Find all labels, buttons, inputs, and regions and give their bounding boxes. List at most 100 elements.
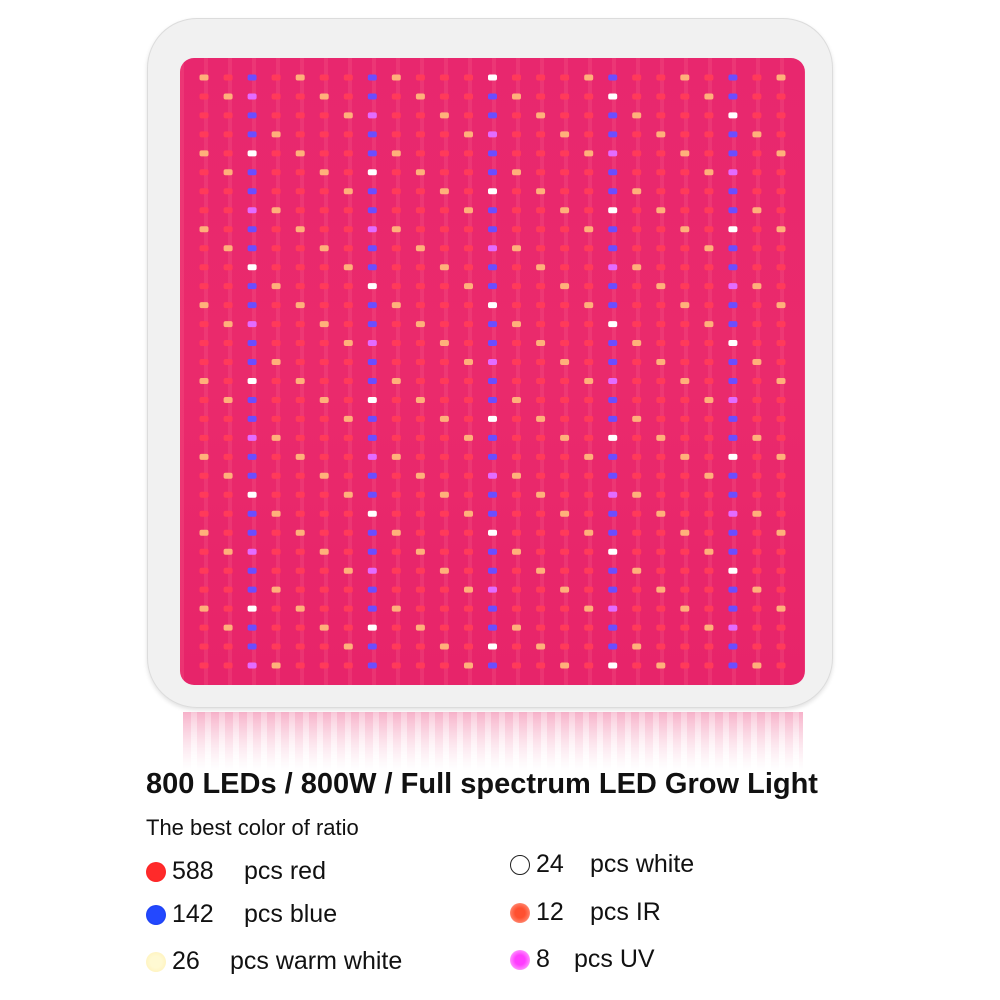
- led-chip: [752, 624, 762, 631]
- led-chip: [319, 112, 329, 119]
- led-chip: [752, 207, 762, 214]
- led-chip: [223, 491, 233, 498]
- led-chip: [415, 74, 425, 81]
- led-chip: [295, 586, 305, 593]
- led-chip: [488, 529, 497, 536]
- led-chip: [560, 131, 570, 138]
- led-chip: [439, 131, 449, 138]
- led-chip: [728, 226, 738, 233]
- led-chip: [752, 586, 762, 593]
- led-chip: [199, 207, 209, 214]
- led-chip: [295, 226, 305, 233]
- led-chip: [560, 643, 570, 650]
- led-chip: [656, 207, 666, 214]
- led-chip: [367, 510, 377, 517]
- led-chip: [608, 624, 618, 631]
- led-chip: [464, 472, 473, 479]
- led-chip: [584, 169, 594, 176]
- led-chip: [464, 529, 473, 536]
- led-chip: [680, 226, 690, 233]
- led-chip: [319, 207, 329, 214]
- led-chip: [584, 245, 594, 252]
- led-chip: [704, 624, 714, 631]
- led-chip: [608, 415, 618, 422]
- led-chip: [680, 131, 690, 138]
- led-chip: [367, 169, 377, 176]
- led-chip: [704, 321, 714, 328]
- led-chip: [391, 245, 401, 252]
- led-chip: [439, 264, 449, 271]
- led-chip: [199, 397, 209, 403]
- led-chip: [608, 150, 618, 157]
- led-chip: [512, 605, 521, 612]
- led-chip: [752, 131, 762, 138]
- led-chip: [680, 207, 690, 214]
- led-chip: [512, 510, 521, 517]
- led-chip: [488, 624, 497, 631]
- led-chip: [632, 93, 642, 100]
- led-chip: [536, 472, 546, 479]
- led-chip: [704, 93, 714, 100]
- led-chip: [608, 359, 618, 365]
- led-chip: [632, 321, 642, 328]
- led-chip: [752, 340, 762, 346]
- led-chip: [391, 359, 401, 365]
- led-chip: [704, 112, 714, 119]
- led-chip: [343, 188, 353, 195]
- led-chip: [223, 378, 233, 384]
- led-chip: [632, 662, 642, 669]
- led-chip: [776, 472, 786, 479]
- led-chip: [584, 510, 594, 517]
- led-chip: [560, 548, 570, 555]
- led-chip: [776, 93, 786, 100]
- led-chip: [632, 226, 642, 233]
- led-chip: [752, 93, 762, 100]
- led-chip: [367, 340, 377, 346]
- led-chip: [271, 188, 281, 195]
- led-chip: [680, 453, 690, 460]
- led-chip: [776, 264, 786, 271]
- led-chip: [776, 624, 786, 631]
- led-chip: [464, 321, 473, 328]
- led-chip: [704, 453, 714, 460]
- led-chip: [295, 112, 305, 119]
- led-chip: [512, 359, 521, 365]
- led-chip: [680, 74, 690, 81]
- led-chip: [632, 169, 642, 176]
- led-chip: [488, 643, 497, 650]
- led-chip: [319, 548, 329, 555]
- led-chip: [536, 169, 546, 176]
- led-chip: [584, 112, 594, 119]
- led-chip: [439, 378, 449, 384]
- led-chip: [584, 150, 594, 157]
- led-chip: [656, 112, 666, 119]
- led-chip: [439, 397, 449, 403]
- led-chip: [271, 415, 281, 422]
- led-chip: [776, 245, 786, 252]
- led-chip: [271, 529, 281, 536]
- led-chip: [464, 169, 473, 176]
- led-chip: [223, 624, 233, 631]
- led-chip: [488, 567, 497, 574]
- led-chip: [439, 150, 449, 157]
- led-chip: [656, 624, 666, 631]
- led-chip: [608, 302, 618, 309]
- led-chip: [584, 302, 594, 309]
- led-chip: [560, 188, 570, 195]
- led-chip: [560, 264, 570, 271]
- led-chip: [391, 453, 401, 460]
- led-chip: [415, 264, 425, 271]
- product-subtitle: The best color of ratio: [146, 815, 359, 840]
- led-chip: [271, 453, 281, 460]
- led-chip: [584, 264, 594, 271]
- led-chip: [247, 112, 257, 119]
- led-chip: [464, 662, 473, 669]
- led-chip: [584, 586, 594, 593]
- led-chip: [728, 93, 738, 100]
- led-chip: [343, 378, 353, 384]
- led-chip: [632, 188, 642, 195]
- led-chip: [199, 453, 209, 460]
- led-array: [199, 74, 786, 669]
- led-chip: [680, 472, 690, 479]
- led-chip: [656, 643, 666, 650]
